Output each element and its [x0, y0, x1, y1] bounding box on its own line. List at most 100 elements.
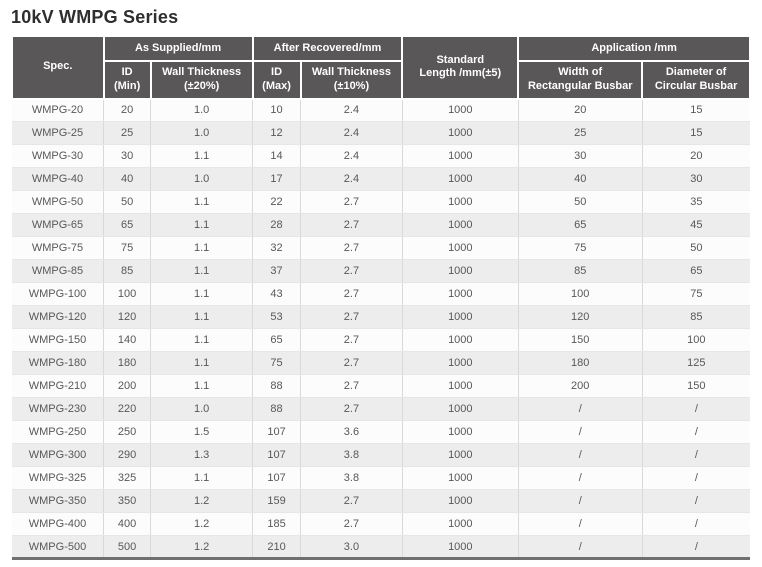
value-cell: 85: [517, 259, 643, 283]
value-cell: 220: [102, 397, 152, 421]
table-row: WMPG-325 325 1.1 107 3.8 1000//: [12, 466, 750, 490]
value-cell: 150: [641, 374, 750, 398]
value-cell: 150: [517, 328, 643, 352]
value-cell: /: [517, 535, 643, 559]
value-cell: 85: [641, 305, 750, 329]
value-cell: 28: [252, 213, 302, 237]
value-cell: 1000: [401, 512, 519, 536]
table-row: WMPG-30 30 1.1 14 2.4 1000 30 20: [12, 144, 750, 168]
value-cell: 2.7: [300, 328, 403, 352]
value-cell: 120: [517, 305, 643, 329]
header-id-min: ID (Min): [102, 60, 152, 100]
value-cell: 2.7: [300, 374, 403, 398]
value-cell: 180: [102, 351, 152, 375]
value-cell: 185: [252, 512, 302, 536]
value-cell: 1.0: [150, 98, 254, 122]
value-cell: 2.7: [300, 305, 403, 329]
value-cell: 88: [252, 374, 302, 398]
table-row: WMPG-25 25 1.0 12 2.4 1000 25 15: [12, 121, 750, 145]
value-cell: /: [641, 420, 750, 444]
value-cell: /: [641, 512, 750, 536]
value-cell: 2.7: [300, 213, 403, 237]
value-cell: /: [517, 420, 643, 444]
value-cell: 1000: [401, 98, 519, 122]
value-cell: 1.1: [150, 328, 254, 352]
value-cell: 100: [641, 328, 750, 352]
value-cell: 290: [102, 443, 152, 467]
value-cell: 1.0: [150, 397, 254, 421]
value-cell: 50: [641, 236, 750, 260]
value-cell: 1000: [401, 351, 519, 375]
spec-cell: WMPG-230: [12, 397, 104, 421]
value-cell: 22: [252, 190, 302, 214]
value-cell: /: [641, 397, 750, 421]
value-cell: 1.1: [150, 374, 254, 398]
value-cell: 1000: [401, 535, 519, 559]
value-cell: 325: [102, 466, 152, 490]
table-row: WMPG-250 250 1.5 107 3.6 1000//: [12, 420, 750, 444]
value-cell: 65: [517, 213, 643, 237]
table-row: WMPG-85 85 1.1 37 2.7 1000 85 65: [12, 259, 750, 283]
value-cell: 40: [517, 167, 643, 191]
value-cell: 3.6: [300, 420, 403, 444]
value-cell: 2.4: [300, 98, 403, 122]
value-cell: 25: [102, 121, 152, 145]
value-cell: 2.7: [300, 282, 403, 306]
value-cell: 1000: [401, 259, 519, 283]
value-cell: 12: [252, 121, 302, 145]
header-id-max: ID (Max): [251, 60, 302, 100]
value-cell: 107: [252, 466, 302, 490]
value-cell: 45: [641, 213, 750, 237]
table-row: WMPG-100 100 1.1 43 2.7 1000 100 75: [12, 282, 750, 306]
value-cell: 3.0: [300, 535, 403, 559]
spec-cell: WMPG-300: [12, 443, 104, 467]
value-cell: 1.1: [150, 282, 254, 306]
value-cell: 2.7: [300, 236, 403, 260]
value-cell: 2.7: [300, 259, 403, 283]
table-row: WMPG-300 290 1.3 107 3.8 1000//: [12, 443, 750, 467]
value-cell: 2.7: [300, 512, 403, 536]
value-cell: 1.1: [150, 351, 254, 375]
value-cell: 1000: [401, 397, 519, 421]
value-cell: 1.1: [150, 305, 254, 329]
value-cell: 15: [641, 121, 750, 145]
table-row: WMPG-50 50 1.1 22 2.7 1000 50 35: [12, 190, 750, 214]
value-cell: 85: [102, 259, 152, 283]
table-row: WMPG-400 400 1.2 185 2.7 1000//: [12, 512, 750, 536]
table-row: WMPG-150 140 1.1 65 2.7 1000 150 100: [12, 328, 750, 352]
value-cell: 125: [641, 351, 750, 375]
table-row: WMPG-500 500 1.2 210 3.0 1000//: [12, 535, 750, 559]
value-cell: 500: [102, 535, 152, 559]
table-row: WMPG-120 120 1.1 53 2.7 1000 120 85: [12, 305, 750, 329]
value-cell: /: [517, 512, 643, 536]
value-cell: 43: [252, 282, 302, 306]
spec-cell: WMPG-25: [12, 121, 104, 145]
value-cell: 35: [641, 190, 750, 214]
value-cell: 10: [252, 98, 302, 122]
value-cell: 25: [517, 121, 643, 145]
value-cell: 2.7: [300, 190, 403, 214]
value-cell: 1.2: [150, 512, 254, 536]
value-cell: /: [517, 466, 643, 490]
value-cell: 350: [102, 489, 152, 513]
value-cell: 1000: [401, 374, 519, 398]
value-cell: 1000: [401, 328, 519, 352]
value-cell: 100: [517, 282, 643, 306]
value-cell: 1.1: [150, 144, 254, 168]
value-cell: 1.0: [150, 121, 254, 145]
header-group-application: Application /mm: [517, 35, 751, 62]
spec-cell: WMPG-500: [12, 535, 104, 559]
value-cell: 200: [102, 374, 152, 398]
header-width-rectangular-busbar: Width of Rectangular Busbar: [517, 60, 644, 100]
spec-cell: WMPG-250: [12, 420, 104, 444]
value-cell: 1000: [401, 121, 519, 145]
spec-cell: WMPG-30: [12, 144, 104, 168]
value-cell: /: [641, 466, 750, 490]
value-cell: 20: [641, 144, 750, 168]
value-cell: 107: [252, 420, 302, 444]
value-cell: 1.2: [150, 489, 254, 513]
table-row: WMPG-65 65 1.1 28 2.7 1000 65 45: [12, 213, 750, 237]
table-row: WMPG-20 20 1.0 10 2.4 1000 20 15: [12, 98, 750, 122]
value-cell: 2.4: [300, 144, 403, 168]
